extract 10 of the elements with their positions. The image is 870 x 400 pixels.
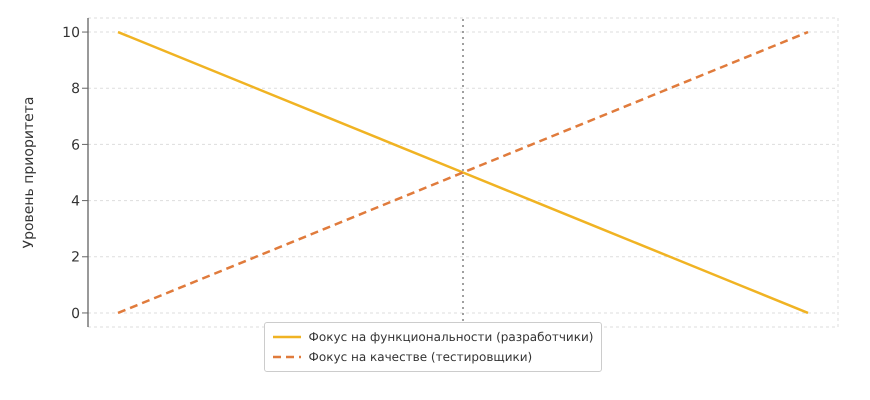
y-tick-label: 10	[62, 25, 80, 42]
legend-label: Фокус на качестве (тестировщики)	[308, 349, 532, 366]
legend-label: Фокус на функциональности (разработчики)	[308, 329, 594, 346]
y-tick-label: 2	[71, 250, 80, 266]
line-series	[116, 30, 810, 314]
y-tick-label: 4	[71, 194, 80, 210]
y-tick-label: 0	[71, 306, 80, 322]
y-axis-title: Уровень приоритета	[20, 96, 37, 248]
y-tick-label: 8	[71, 81, 80, 98]
y-tick-label: 6	[71, 137, 80, 154]
